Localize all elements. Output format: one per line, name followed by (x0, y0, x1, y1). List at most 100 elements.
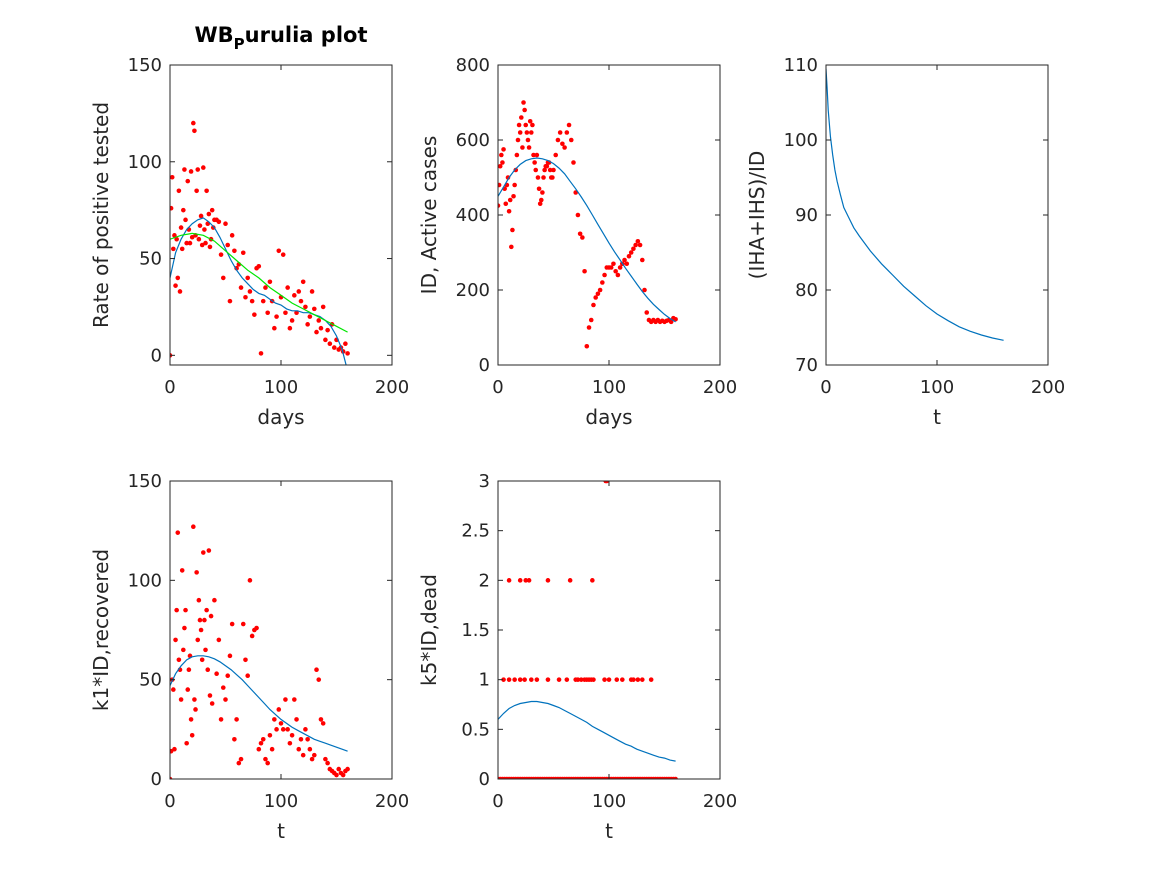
data-point (564, 677, 570, 682)
data-point (201, 550, 206, 555)
data-point (294, 310, 299, 316)
y-tick-label: 0 (151, 345, 162, 366)
data-point (571, 160, 576, 165)
data-point (184, 240, 189, 246)
data-point (532, 160, 537, 165)
data-point (272, 325, 277, 331)
data-point (171, 246, 176, 252)
data-point (188, 717, 194, 722)
x-axis-label: t (277, 819, 285, 843)
x-tick-label: 100 (264, 791, 298, 812)
data-point (220, 685, 226, 690)
data-point (300, 752, 306, 758)
data-point (631, 677, 636, 682)
data-point (183, 217, 188, 223)
data-point (182, 625, 187, 631)
data-point (303, 727, 308, 732)
data-point (278, 721, 284, 726)
data-point (247, 289, 253, 294)
data-point (521, 100, 526, 105)
data-point (216, 219, 222, 225)
data-point (614, 677, 620, 682)
data-point (191, 524, 196, 529)
data-point (196, 597, 202, 603)
data-point (234, 717, 239, 722)
data-point (173, 283, 178, 288)
data-point (243, 294, 248, 300)
y-tick-label: 90 (795, 205, 818, 226)
data-point (517, 677, 523, 682)
data-point (506, 677, 512, 682)
data-point (289, 318, 295, 323)
x-tick-label: 200 (703, 377, 737, 398)
data-point (199, 242, 205, 248)
data-point (258, 351, 264, 356)
data-point (265, 760, 270, 766)
data-point (179, 246, 185, 252)
data-point (523, 578, 529, 583)
data-point (673, 776, 678, 779)
data-point (590, 578, 595, 583)
data-point (202, 227, 207, 232)
data-point (567, 578, 573, 583)
data-point (631, 246, 636, 252)
data-point (274, 314, 279, 319)
data-point (580, 235, 585, 240)
y-tick-label: 150 (128, 55, 162, 76)
y-tick-label: 80 (795, 280, 818, 301)
data-point (526, 578, 532, 583)
x-axis-label: days (257, 405, 304, 429)
y-axis-label: Rate of positive tested (89, 102, 113, 328)
x-tick-label: 100 (920, 377, 954, 398)
data-point (236, 760, 242, 766)
data-point (196, 236, 202, 242)
data-point (307, 314, 313, 319)
data-point (545, 578, 551, 583)
data-point (214, 671, 219, 677)
y-tick-label: 0.5 (461, 719, 490, 740)
data-point (600, 280, 605, 285)
data-point (588, 317, 594, 323)
fit-line (170, 655, 348, 752)
data-point (209, 207, 215, 213)
data-point (298, 298, 304, 304)
data-point (506, 208, 512, 214)
y-tick-label: 3 (479, 471, 490, 492)
x-tick-label: 0 (492, 377, 503, 398)
data-point (178, 697, 184, 702)
data-point (578, 677, 584, 682)
y-tick-label: 50 (139, 249, 162, 270)
data-point (320, 721, 326, 726)
data-point (524, 130, 530, 135)
data-point (181, 647, 186, 653)
data-point (525, 137, 531, 143)
data-point (170, 174, 175, 180)
data-point (520, 145, 525, 150)
subplot-1: 0 100 200 0 50 100 150 days Rate of positive tes… (89, 23, 409, 429)
data-point (340, 772, 346, 778)
data-point (289, 732, 295, 738)
fit-line (170, 217, 347, 365)
y-tick-label: 400 (456, 205, 490, 226)
data-point (223, 221, 228, 227)
data-point (195, 637, 201, 643)
data-point (260, 298, 266, 304)
data-point (556, 677, 562, 682)
data-point (240, 621, 246, 627)
data-point (318, 717, 324, 722)
data-point (287, 325, 293, 331)
data-point (498, 182, 502, 188)
axes-box (497, 480, 721, 780)
data-point (334, 772, 339, 778)
data-point (206, 548, 212, 553)
y-tick-label: 100 (784, 130, 818, 151)
y-tick-label: 150 (128, 471, 162, 492)
data-point (206, 211, 212, 217)
data-point (252, 312, 257, 317)
data-point (292, 293, 297, 298)
data-point (240, 250, 246, 256)
x-tick-label: 200 (375, 377, 409, 398)
data-point (536, 186, 542, 192)
data-point (263, 285, 268, 290)
data-point (238, 756, 244, 762)
